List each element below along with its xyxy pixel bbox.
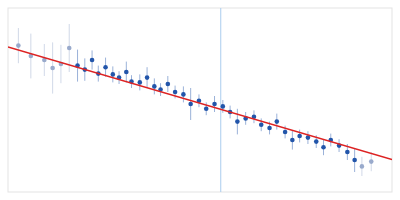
point [181,92,186,97]
fit-line [8,47,392,159]
point [166,82,171,87]
point [235,119,240,124]
plot-area [8,8,392,192]
point [188,102,193,107]
point [345,150,350,155]
point [221,104,226,109]
point [283,130,288,135]
point [50,66,55,71]
point [138,80,143,85]
point [321,145,326,150]
point [352,158,357,163]
point [67,46,72,51]
point [212,102,217,107]
point [173,90,178,95]
point [297,134,302,139]
point [267,126,272,131]
points [16,43,373,168]
vertical-line [220,8,221,192]
point [275,119,280,124]
point [103,65,108,70]
point [360,164,365,169]
point [259,123,264,128]
point [16,43,21,48]
point [90,58,95,63]
point [290,138,295,143]
point [204,107,209,112]
error-bars [18,24,371,176]
point [124,70,129,75]
point [152,84,157,89]
point [369,159,374,164]
point [314,139,319,144]
point [145,75,150,80]
plot-frame [8,8,392,192]
point [111,72,116,77]
chart [0,0,400,200]
